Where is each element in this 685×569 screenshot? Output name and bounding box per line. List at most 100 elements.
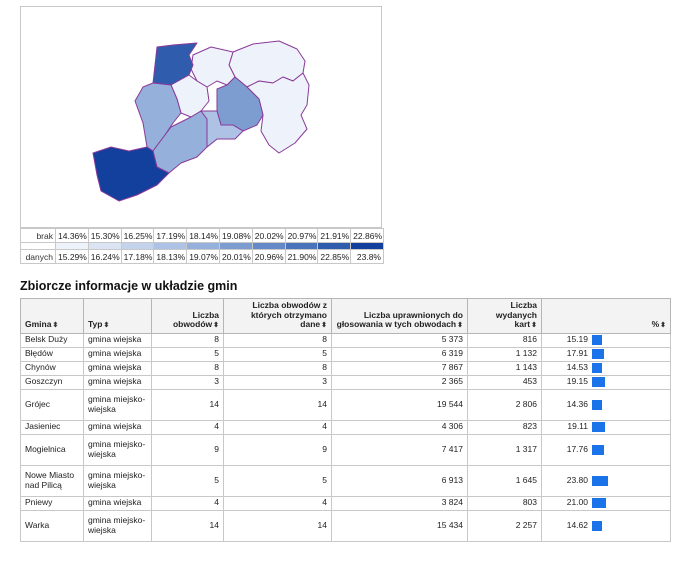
legend-swatch (186, 242, 220, 250)
cell-karty: 1 645 (467, 464, 542, 497)
table-row: Belsk Duży gmina wiejska 8 8 5 373 816 15.19 (20, 332, 671, 348)
choropleth-map (92, 40, 310, 202)
legend-upper-value: 23.8% (350, 249, 384, 264)
table-row: Warka gmina miejsko-wiejska 14 14 15 434 2 25… (20, 509, 671, 542)
legend-lower-value: 16.25% (120, 228, 155, 243)
cell-typ: gmina wiejska (83, 419, 152, 435)
pct-value: 17.91 (566, 348, 588, 358)
cell-uprawnieni: 6 319 (331, 346, 468, 362)
pct-value: 19.15 (566, 376, 588, 386)
cell-typ: gmina wiejska (83, 374, 152, 390)
column-header-obwody[interactable]: Liczba obwodów⬍ (151, 298, 224, 334)
column-header-label: Liczba obwodów (172, 309, 219, 329)
cell-typ: gmina wiejska (83, 360, 152, 376)
cell-pct: 19.15 (541, 374, 671, 390)
cell-pct: 17.91 (541, 346, 671, 362)
pct-value: 17.76 (566, 443, 588, 454)
cell-obwody: 5 (151, 464, 224, 497)
pct-bar (592, 363, 602, 373)
legend-upper-value: 20.96% (251, 249, 286, 264)
table-row: Błędów gmina wiejska 5 5 6 319 1 132 17.91 (20, 346, 671, 362)
legend-swatch (87, 242, 122, 250)
pct-bar (592, 399, 602, 410)
cell-obwody: 14 (151, 509, 224, 542)
cell-uprawnieni: 2 365 (331, 374, 468, 390)
legend-lower-value: 22.86% (350, 228, 384, 243)
legend-upper-value: 20.01% (218, 249, 253, 264)
legend-swatch (350, 242, 384, 250)
map-region-pniewy[interactable] (152, 42, 198, 86)
column-header-label: Gmina (25, 319, 52, 329)
cell-gmina: Belsk Duży (20, 332, 84, 348)
cell-obwody-dane: 4 (223, 495, 332, 511)
column-header-obwody-dane[interactable]: Liczba obwodów z których otrzymano dane⬍ (223, 298, 332, 334)
map-region-mogielnica[interactable] (200, 110, 244, 148)
cell-karty: 816 (467, 332, 542, 348)
section-heading: Zbiorcze informacje w układzie gmin (20, 279, 238, 293)
legend-lower-value: 17.19% (153, 228, 188, 243)
cell-obwody-dane: 8 (223, 360, 332, 376)
cell-obwody: 4 (151, 419, 224, 435)
map-region-nowe-miasto[interactable] (92, 146, 170, 202)
cell-obwody: 14 (151, 388, 224, 421)
legend-swatch (153, 242, 188, 250)
legend-lower-value: 18.14% (186, 228, 220, 243)
cell-uprawnieni: 3 824 (331, 495, 468, 511)
cell-pct: 21.00 (541, 495, 671, 511)
column-header-pct[interactable]: %⬍ (541, 298, 671, 334)
cell-obwody-dane: 5 (223, 464, 332, 497)
column-header-typ[interactable]: Typ⬍ (83, 298, 152, 334)
legend-swatch-empty (20, 242, 56, 250)
cell-gmina: Warka (20, 509, 84, 542)
legend-upper-value: 18.13% (153, 249, 188, 264)
cell-gmina: Goszczyn (20, 374, 84, 390)
legend-lower-value: 20.02% (251, 228, 286, 243)
cell-obwody-dane: 14 (223, 509, 332, 542)
legend-upper-value: 15.29% (55, 249, 89, 264)
legend-swatch (251, 242, 286, 250)
cell-obwody-dane: 14 (223, 388, 332, 421)
cell-uprawnieni: 4 306 (331, 419, 468, 435)
table-row: Nowe Miasto nad Pilicą gmina miejsko-wiej… (20, 464, 671, 497)
map-legend: brak 14.36% 15.30% 16.25% 17.19% 18.14% … (20, 228, 384, 264)
cell-uprawnieni: 7 867 (331, 360, 468, 376)
cell-karty: 453 (467, 374, 542, 390)
legend-upper-value: 22.85% (317, 249, 352, 264)
cell-karty: 803 (467, 495, 542, 511)
legend-lower-value: 14.36% (55, 228, 89, 243)
sort-icon: ⬍ (660, 322, 666, 329)
cell-obwody: 8 (151, 360, 224, 376)
pct-bar (592, 520, 602, 531)
cell-obwody-dane: 8 (223, 332, 332, 348)
column-header-uprawnieni[interactable]: Liczba uprawnionych do głosowania w tych… (331, 298, 468, 334)
legend-lower-value: 15.30% (87, 228, 122, 243)
cell-uprawnieni: 7 417 (331, 433, 468, 466)
cell-typ: gmina miejsko-wiejska (83, 388, 152, 421)
cell-obwody-dane: 9 (223, 433, 332, 466)
column-header-label: % (651, 319, 660, 329)
table-row: Chynów gmina wiejska 8 8 7 867 1 143 14.53 (20, 360, 671, 376)
cell-uprawnieni: 19 544 (331, 388, 468, 421)
cell-obwody-dane: 3 (223, 374, 332, 390)
cell-obwody-dane: 4 (223, 419, 332, 435)
cell-gmina: Mogielnica (20, 433, 84, 466)
pct-value: 15.19 (566, 334, 588, 344)
column-header-karty[interactable]: Liczba wydanych kart⬍ (467, 298, 542, 334)
legend-upper-value: 19.07% (186, 249, 220, 264)
pct-value: 21.00 (566, 497, 588, 507)
column-header-label: Liczba obwodów z których otrzymano dane (250, 300, 327, 329)
cell-uprawnieni: 6 913 (331, 464, 468, 497)
map-region-grojec[interactable] (246, 72, 310, 154)
legend-row-upper: danych 15.29% 16.24% 17.18% 18.13% 19.07… (20, 249, 384, 264)
cell-obwody: 8 (151, 332, 224, 348)
legend-lower-value: 20.97% (284, 228, 319, 243)
sort-icon: ⬍ (103, 322, 110, 329)
cell-gmina: Błędów (20, 346, 84, 362)
cell-pct: 14.36 (541, 388, 671, 421)
column-header-gmina[interactable]: Gmina⬍ (20, 298, 84, 334)
legend-upper-value: 21.90% (284, 249, 319, 264)
summary-table: Gmina⬍ Typ⬍ Liczba obwodów⬍ Liczba obwod… (20, 298, 671, 542)
column-header-label: Liczba wydanych kart (495, 300, 537, 329)
sort-icon: ⬍ (531, 322, 537, 329)
cell-obwody: 3 (151, 374, 224, 390)
